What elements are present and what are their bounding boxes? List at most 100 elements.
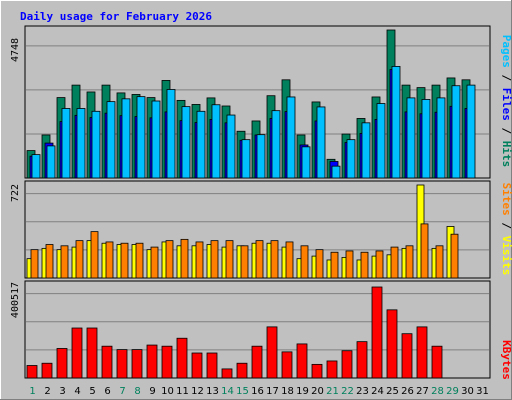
kbytes-bar (26, 365, 38, 379)
pages-bar (76, 108, 86, 179)
svg-text:Sites / Visits: Sites / Visits (500, 183, 512, 276)
legend-files: Files (500, 88, 512, 121)
pages-bar (331, 165, 341, 179)
day-label: 14 (221, 386, 234, 397)
sites-bar (105, 241, 114, 279)
pages-bar (451, 85, 461, 179)
kbytes-bar (131, 349, 143, 379)
day-label: 11 (176, 386, 189, 397)
sites-bar (240, 245, 249, 279)
day-label: 3 (59, 386, 65, 397)
day-label: 17 (266, 386, 279, 397)
sites-bar (180, 238, 189, 279)
sites-bar (420, 223, 429, 279)
day-label: 22 (341, 386, 354, 397)
day-label: 8 (134, 386, 140, 397)
pages-bar (391, 66, 401, 179)
pages-bar (226, 114, 236, 179)
x-axis-day-labels: 1 2 3 4 5 6 7 8 9 10 11 12 13 14 15 16 17 18 19 20 21 22 23 24 2… (29, 386, 489, 397)
day-label: 4 (74, 386, 80, 397)
sites-bar (195, 241, 204, 279)
day-label: 5 (89, 386, 95, 397)
legend-sep-1: / (500, 68, 512, 88)
kbytes-bar (281, 351, 293, 379)
day-label: 13 (206, 386, 219, 397)
pages-bar (316, 106, 326, 179)
pages-bar (301, 146, 311, 179)
pages-bar (151, 100, 161, 179)
sites-bar (60, 245, 69, 279)
sites-bar (435, 245, 444, 279)
sites-bar (375, 250, 384, 279)
day-label: 10 (161, 386, 174, 397)
kbytes-bar (146, 344, 158, 379)
kbytes-bar (416, 326, 428, 379)
day-label: 7 (119, 386, 125, 397)
legend-sep-3: / (500, 216, 512, 236)
sites-bar (30, 249, 39, 279)
sites-bar (450, 233, 459, 279)
sites-bar (255, 240, 264, 279)
hits-axis-max-label: 4748 (10, 38, 21, 62)
kbytes-bar (236, 362, 248, 379)
day-label: 23 (356, 386, 369, 397)
day-label: 9 (149, 386, 155, 397)
kbytes-bar (326, 360, 338, 379)
sites-bar (45, 244, 54, 279)
sites-bar (345, 250, 354, 279)
pages-bar (61, 108, 71, 179)
day-label: 18 (281, 386, 294, 397)
sites-bar (165, 240, 174, 279)
legend-sep-2: / (500, 121, 512, 141)
legend-hits: Hits (500, 141, 512, 168)
day-label: 24 (371, 386, 384, 397)
pages-bar (361, 122, 371, 179)
pages-bar (166, 89, 176, 179)
chart-title: Daily usage for February 2026 (20, 10, 212, 23)
kbytes-bar (371, 286, 383, 379)
day-label: 1 (29, 386, 35, 397)
pages-bar (346, 139, 356, 179)
sites-bar (150, 246, 159, 279)
legend-kbytes: KBytes (500, 340, 512, 380)
day-label: 30 (461, 386, 474, 397)
kbytes-bar (116, 349, 128, 379)
kbytes-bar (41, 362, 53, 379)
kbytes-bar (266, 326, 278, 379)
kbytes-bar (176, 337, 188, 379)
pages-bar (91, 110, 101, 179)
svg-text:Pages / Files / Hits: Pages / Files / Hits (500, 35, 512, 168)
pages-bar (376, 103, 386, 179)
kbytes-bar (56, 348, 68, 379)
pages-bar (406, 97, 416, 179)
pages-bar (106, 101, 116, 179)
day-label: 28 (431, 386, 444, 397)
day-label: 19 (296, 386, 309, 397)
kbytes-bar (71, 327, 83, 379)
kbytes-bar (206, 352, 218, 379)
pages-bar (271, 110, 281, 179)
kbytes-bar (431, 345, 443, 379)
kbytes-axis-max-label: 400517 (10, 282, 21, 318)
pages-bar (136, 96, 146, 179)
pages-bar (31, 154, 41, 179)
day-label: 15 (236, 386, 249, 397)
pages-bar (181, 106, 191, 179)
day-label: 20 (311, 386, 324, 397)
pages-bar (421, 99, 431, 179)
pages-bar (466, 84, 476, 179)
sites-bar (390, 246, 399, 279)
sites-bar (90, 231, 99, 279)
sites-bar (330, 251, 339, 279)
kbytes-bar (191, 352, 203, 379)
kbytes-bar (251, 345, 263, 379)
sites-bar (270, 240, 279, 279)
visits-axis-max-label: 722 (10, 184, 21, 202)
sites-bar (135, 242, 144, 279)
day-label: 21 (326, 386, 339, 397)
sites-bar (225, 240, 234, 279)
pages-bar (121, 98, 131, 179)
pages-bar (436, 97, 446, 179)
kbytes-bar (161, 345, 173, 379)
legend-pages: Pages (500, 35, 512, 68)
